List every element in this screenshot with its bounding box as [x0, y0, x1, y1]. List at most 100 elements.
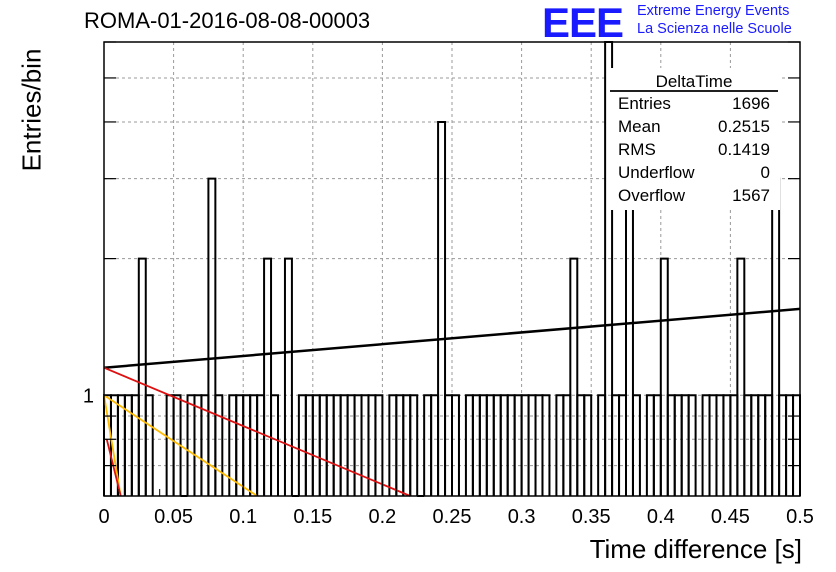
histogram-bin [666, 394, 676, 496]
histogram-bin [534, 394, 544, 496]
x-tick-label: 0 [98, 506, 109, 528]
histogram-bin [165, 394, 175, 496]
stats-name: DeltaTime [656, 72, 733, 91]
histogram-bin [645, 394, 655, 496]
eee-logo: EEE [542, 0, 624, 46]
histogram-bin [541, 394, 551, 496]
histogram-bin [520, 394, 530, 496]
histogram-bin [499, 394, 509, 496]
histogram-bin [242, 394, 252, 496]
histogram-bin [235, 394, 245, 496]
x-tick-label: 0.3 [508, 506, 536, 528]
histogram-bin [771, 177, 781, 496]
histogram-bin [318, 394, 328, 496]
histogram-bin [764, 394, 774, 496]
histogram-bin [513, 394, 523, 496]
histogram-bin [395, 394, 405, 496]
histogram-bin [750, 394, 760, 496]
stats-value: 0.1419 [718, 140, 770, 159]
x-tick-label: 0.4 [647, 506, 675, 528]
histogram-bin [659, 257, 669, 496]
histogram-bin [137, 257, 147, 496]
histogram-bin [611, 394, 621, 496]
stats-value: 0 [761, 163, 770, 182]
histogram-bin [785, 394, 795, 496]
fit-curve [105, 439, 122, 497]
histogram-bin [527, 394, 537, 496]
histogram-bin [652, 394, 662, 496]
histogram-bin [186, 394, 196, 496]
histogram-bin [506, 394, 516, 496]
fit-curve [103, 366, 411, 497]
histogram-bin [193, 394, 203, 496]
histogram-bin [207, 177, 217, 496]
histogram-bin [625, 177, 634, 496]
stats-label: Mean [618, 117, 661, 136]
x-tick-label: 0.1 [229, 506, 257, 528]
histogram-bin [339, 394, 349, 496]
x-tick-label: 0.5 [786, 506, 814, 528]
histogram-bin [743, 394, 753, 496]
histogram-bin [263, 257, 273, 496]
stats-value: 1696 [732, 94, 770, 113]
histogram-bin [597, 394, 607, 496]
stats-value: 1567 [732, 186, 770, 205]
histogram-bin [144, 394, 154, 496]
histogram-bin [130, 394, 140, 496]
histogram-bin [214, 394, 224, 496]
histogram-bin [430, 394, 440, 496]
x-tick-label: 0.45 [711, 506, 750, 528]
logo-line-2: La Scienza nelle Scuole [637, 21, 792, 37]
histogram-bin [256, 394, 266, 496]
histogram-bin [444, 394, 453, 496]
histogram-bin [464, 394, 474, 496]
histogram-bin [360, 394, 370, 496]
histogram-bin [569, 257, 579, 496]
x-tick-label: 0.2 [368, 506, 396, 528]
histogram-bin [478, 394, 488, 496]
histogram-bin [701, 394, 711, 496]
histogram-bin [304, 394, 314, 496]
histogram-bin [249, 394, 259, 496]
fit-curve [103, 395, 122, 497]
stats-value: 0.2515 [718, 117, 770, 136]
histogram-bin [708, 394, 718, 496]
stats-label: RMS [618, 140, 656, 159]
histogram-bin [778, 394, 788, 496]
x-tick-label: 0.05 [154, 506, 193, 528]
x-tick-label: 0.25 [433, 506, 472, 528]
histogram-bin [332, 394, 342, 496]
histogram-bin [353, 394, 363, 496]
y-tick-label: 1 [83, 385, 94, 407]
histogram-bin [583, 394, 593, 496]
stats-label: Entries [618, 94, 671, 113]
histogram-bin [283, 257, 293, 496]
histogram-bin [631, 394, 641, 496]
histogram-bin [485, 394, 495, 496]
histogram-bin [736, 257, 746, 496]
histogram-bin [297, 394, 307, 496]
histogram-bin [402, 394, 412, 496]
histogram-bin [437, 120, 447, 496]
histogram-bin [673, 394, 683, 496]
histogram-bin [715, 394, 725, 496]
histogram-bin [374, 394, 384, 496]
histogram-bin [792, 394, 801, 496]
histogram-bin [471, 394, 481, 496]
histogram-bin [618, 394, 627, 496]
chart-title: ROMA-01-2016-08-08-00003 [84, 8, 371, 33]
x-axis-label: Time difference [s] [589, 534, 802, 564]
histogram-bin [555, 394, 565, 496]
logo-line-1: Extreme Energy Events [637, 3, 790, 19]
x-tick-label: 0.35 [572, 506, 611, 528]
histogram-bin [757, 394, 767, 496]
axis-ticks: 0 0.05 0.1 0.15 0.2 0.25 0.3 0.35 0.4 0.45 0.5 1 [83, 41, 814, 528]
histogram-bin [311, 394, 321, 496]
histogram-bin [680, 394, 690, 496]
stats-box: DeltaTime Entries 1696 Mean 0.2515 RMS 0.1419 U… [608, 68, 780, 210]
histogram-bin [325, 394, 335, 496]
x-tick-label: 0.15 [293, 506, 332, 528]
histogram-bin [409, 394, 419, 496]
fit-curve [103, 394, 258, 497]
